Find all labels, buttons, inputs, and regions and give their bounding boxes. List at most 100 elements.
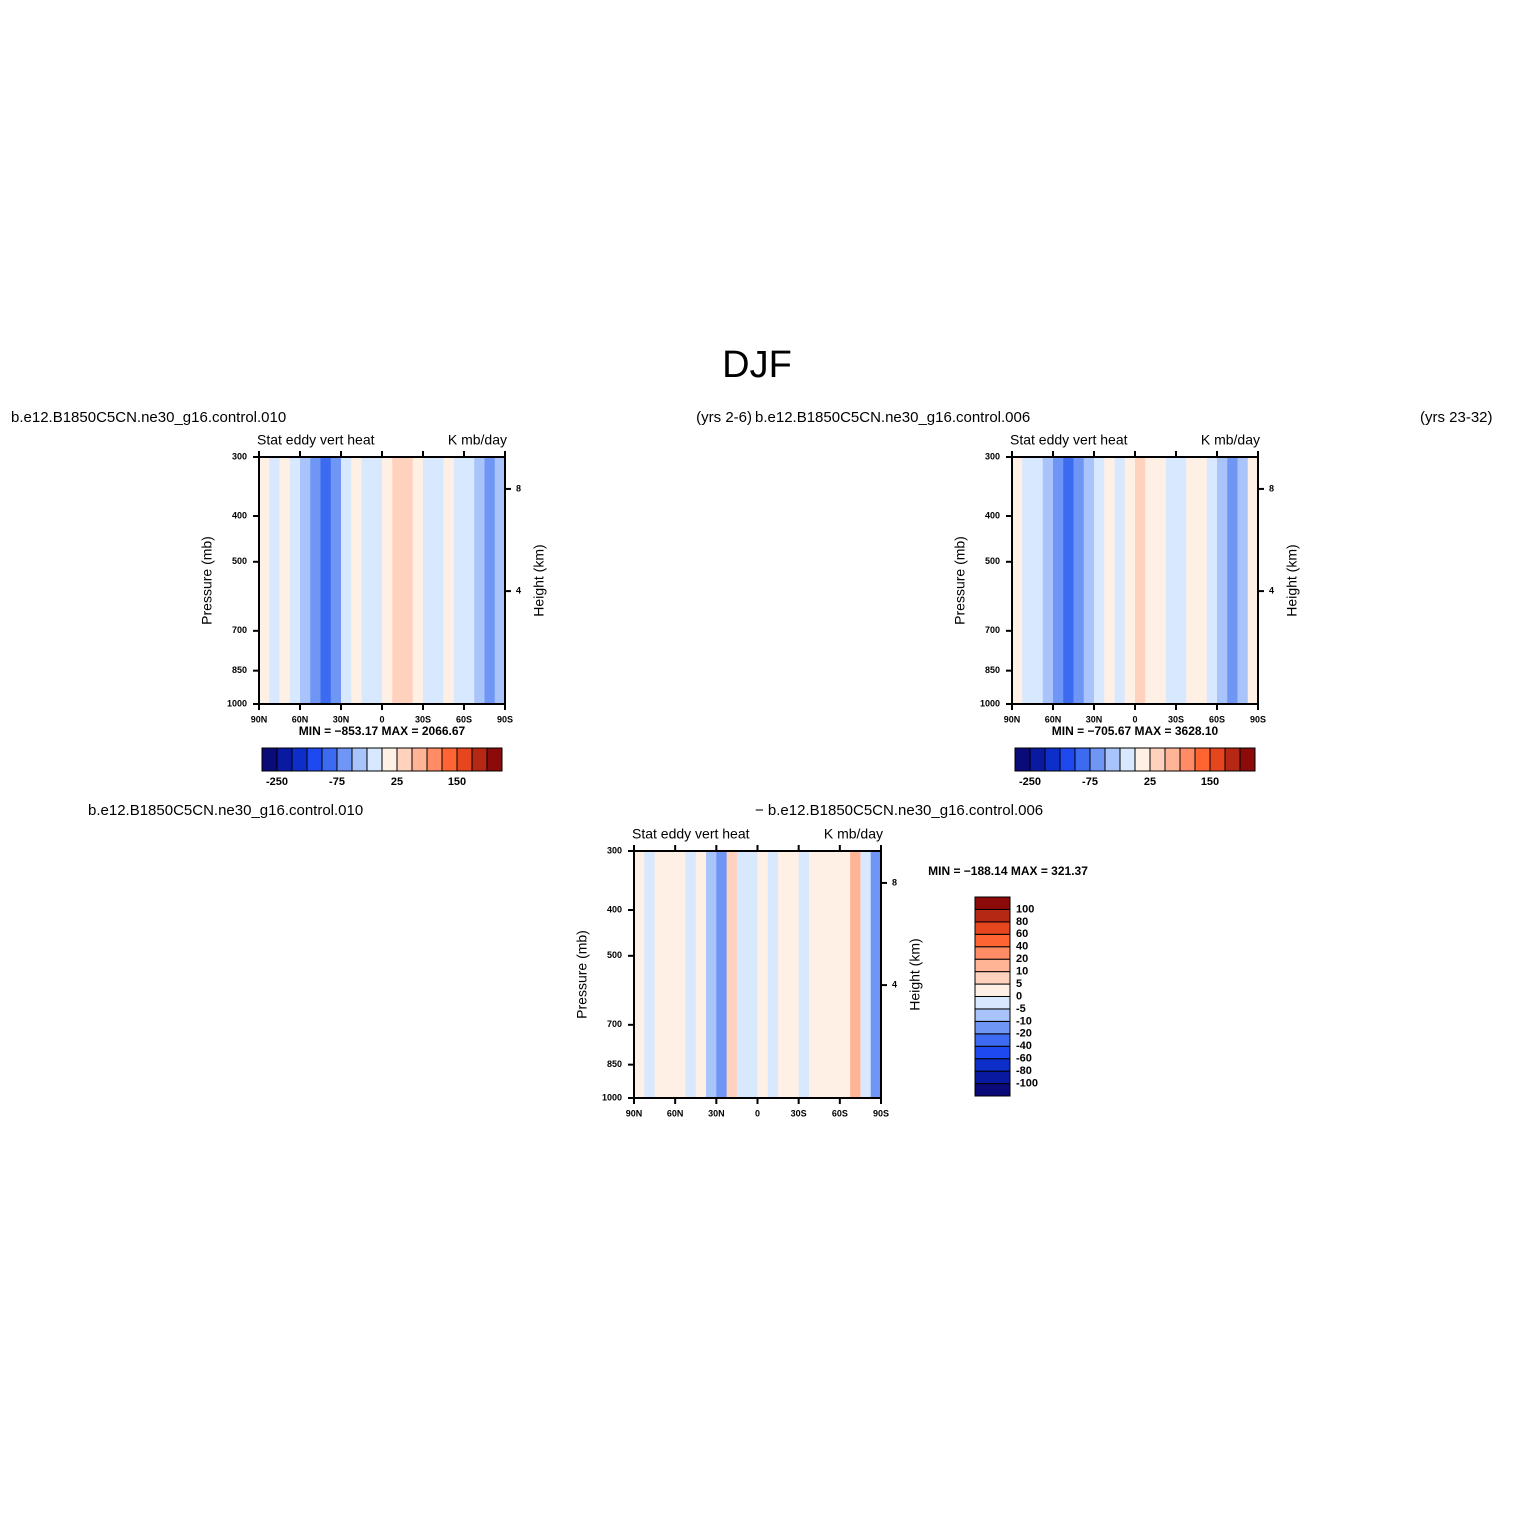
colorbar-box [1074, 747, 1091, 772]
colorbar-box [974, 958, 1011, 973]
colorbar-box [1224, 747, 1241, 772]
x-tick-label: 30N [708, 1108, 725, 1118]
colorbar-box [974, 1020, 1011, 1035]
colorbar-label: 20 [1016, 953, 1028, 965]
colorbar-label: 10 [1016, 966, 1028, 978]
y-tick-label: 850 [607, 1059, 622, 1069]
x-tick-label: 90N [251, 714, 268, 724]
colorbar-label: 0 [1016, 990, 1022, 1002]
contour-cell [634, 851, 645, 1098]
x-tick-label: 60N [292, 714, 309, 724]
colorbar-box [1014, 747, 1031, 772]
contour-cell [1042, 457, 1054, 704]
contour-cell [1135, 457, 1146, 704]
contour-cell [392, 457, 403, 704]
colorbar-box [426, 747, 443, 772]
contour-cell [371, 457, 383, 704]
contour-cell [279, 457, 291, 704]
colorbar-box [351, 747, 368, 772]
colorbar-box [1044, 747, 1061, 772]
y-tick-label: 300 [607, 845, 622, 855]
contour-cell [1022, 457, 1033, 704]
colorbar-label: -60 [1016, 1053, 1032, 1065]
contour-cell [860, 851, 872, 1098]
contour-cell [484, 457, 496, 704]
colorbar-label: -80 [1016, 1065, 1032, 1077]
contour-cell [808, 851, 820, 1098]
contour-cell [1063, 457, 1074, 704]
colorbar-label: 150 [448, 776, 466, 788]
colorbar-box [1149, 747, 1166, 772]
colorbar-box [974, 1083, 1011, 1097]
x-tick-label: 30N [333, 714, 350, 724]
contour-cell [1155, 457, 1167, 704]
colorbar-box [974, 996, 1011, 1010]
y-tick-label: 1000 [980, 698, 1000, 708]
colorbar-box [336, 747, 353, 772]
y-tick-label: 1000 [602, 1092, 622, 1102]
contour-cell [300, 457, 311, 704]
y-tick-label: 400 [985, 510, 1000, 520]
contour-cell [716, 851, 728, 1098]
contour-cell [361, 457, 373, 704]
x-tick-label: 30N [1086, 714, 1103, 724]
contour-cell [433, 457, 444, 704]
y-tick-label: 500 [607, 950, 622, 960]
contour-cell [664, 851, 676, 1098]
colorbar-box [1239, 747, 1256, 772]
units-label: K mb/day [824, 826, 883, 842]
contour-cell [494, 457, 506, 704]
min-max-label: MIN = −188.14 MAX = 321.37 [928, 864, 1088, 878]
y2-tick-label: 4 [516, 585, 521, 595]
contour-cell [1073, 457, 1085, 704]
colorbar-box [974, 908, 1011, 923]
contour-cell [767, 851, 779, 1098]
contour-cell [850, 851, 861, 1098]
y2-tick-label: 8 [1269, 483, 1274, 493]
contour-cell [1104, 457, 1115, 704]
contour-cell [726, 851, 738, 1098]
y-tick-label: 500 [985, 556, 1000, 566]
colorbar-box [974, 1058, 1011, 1072]
colorbar-box [396, 747, 413, 772]
contour-cell [443, 457, 455, 704]
y-axis-label: Pressure (mb) [199, 536, 215, 625]
contour-cell [1227, 457, 1238, 704]
contour-cell [259, 457, 270, 704]
contour-cell [1176, 457, 1187, 704]
colorbar-box [974, 1033, 1011, 1047]
contour-cell [788, 851, 800, 1098]
contour-cell [685, 851, 697, 1098]
y2-axis-label: Height (km) [531, 544, 547, 616]
colorbar-box [1089, 747, 1106, 772]
contour-cell [423, 457, 434, 704]
contour-cell [675, 851, 686, 1098]
colorbar-box [456, 747, 473, 772]
contour-cell [829, 851, 841, 1098]
y2-tick-label: 4 [892, 979, 897, 989]
colorbar-label: 80 [1016, 916, 1028, 928]
y-tick-label: 850 [985, 665, 1000, 675]
min-max-label: MIN = −853.17 MAX = 2066.67 [299, 724, 466, 738]
colorbar-label: 150 [1201, 776, 1219, 788]
y-axis-label: Pressure (mb) [952, 536, 968, 625]
colorbar-label: 25 [391, 776, 403, 788]
contour-cell [453, 457, 465, 704]
contour-cell [1032, 457, 1044, 704]
y-tick-label: 300 [232, 451, 247, 461]
y-tick-label: 700 [232, 625, 247, 635]
colorbar-box [1059, 747, 1076, 772]
colorbar-box [974, 1070, 1011, 1085]
units-label: K mb/day [1201, 432, 1260, 448]
contour-cell [269, 457, 280, 704]
y-tick-label: 400 [607, 904, 622, 914]
contour-cell [706, 851, 717, 1098]
contour-cell [351, 457, 362, 704]
contour-cell [644, 851, 656, 1098]
contour-cell [382, 457, 393, 704]
y-tick-label: 500 [232, 556, 247, 566]
contour-cell [330, 457, 342, 704]
colorbar-box [974, 971, 1011, 985]
contour-cell [747, 851, 758, 1098]
